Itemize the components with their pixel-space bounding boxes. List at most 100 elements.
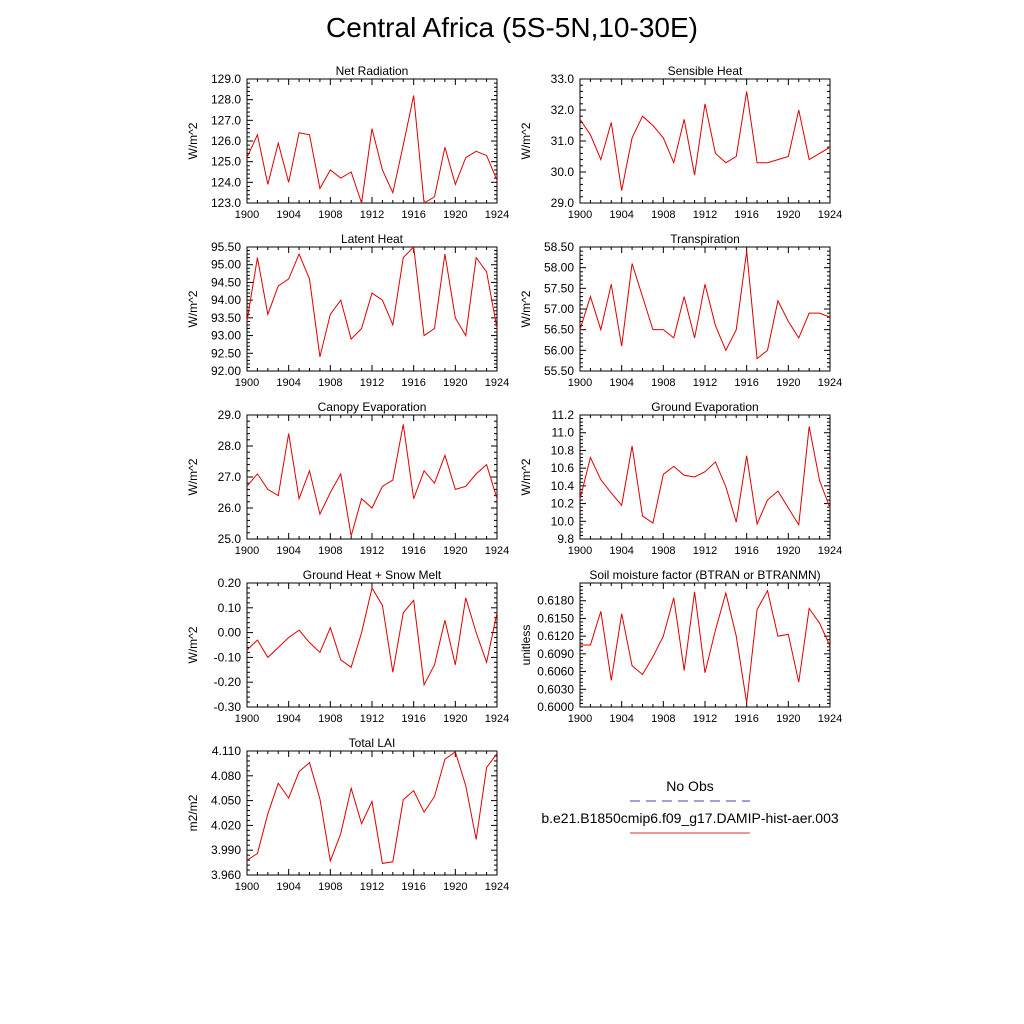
x-tick-label: 1908 (651, 209, 675, 221)
x-tick-label: 1900 (235, 209, 259, 221)
x-tick-label: 1920 (443, 209, 467, 221)
x-tick-label: 1904 (276, 377, 300, 389)
y-tick-label: 0.6150 (537, 611, 574, 625)
panel-0: Net Radiation W/m^2 1900 1904 1908 1912 1916 19… (186, 64, 509, 221)
panel-frame (246, 582, 498, 708)
x-tick-label: 1904 (609, 209, 633, 221)
x-tick-label: 1920 (443, 881, 467, 893)
legend-line-model (630, 832, 750, 834)
x-tick-label: 1916 (734, 713, 758, 725)
y-tick-label: 92.50 (211, 346, 241, 360)
x-tick-label: 1920 (776, 209, 800, 221)
x-tick-label: 1904 (609, 545, 633, 557)
x-tick-label: 1920 (443, 545, 467, 557)
series-line-0 (246, 751, 498, 865)
y-tick-label: -0.10 (214, 650, 242, 664)
y-tick-label: 129.0 (211, 72, 241, 86)
panel-1: Sensible Heat W/m^2 1900 1904 1908 1912 1916 19… (519, 64, 842, 221)
panel-ylabel: W/m^2 (519, 122, 533, 159)
y-tick-label: 128.0 (211, 93, 241, 107)
panel-frame (246, 414, 498, 540)
x-tick-label: 1900 (235, 713, 259, 725)
y-tick-label: 28.0 (218, 439, 242, 453)
y-tick-label: 11.2 (552, 408, 575, 422)
y-tick-label: 0.6030 (537, 682, 574, 696)
y-tick-label: 3.960 (211, 868, 241, 882)
panel-ylabel: W/m^2 (186, 458, 200, 495)
y-tick-label: 94.50 (211, 275, 241, 289)
y-tick-label: 31.0 (551, 134, 575, 148)
x-tick-label: 1924 (485, 713, 509, 725)
y-tick-label: 92.00 (211, 364, 241, 378)
x-tick-label: 1908 (318, 209, 342, 221)
y-tick-label: 29.0 (218, 408, 242, 422)
x-tick-label: 1912 (360, 209, 384, 221)
x-tick-label: 1912 (360, 881, 384, 893)
x-tick-label: 1904 (276, 881, 300, 893)
legend-label-obs: No Obs (666, 778, 714, 794)
x-tick-label: 1916 (734, 377, 758, 389)
x-tick-label: 1908 (651, 377, 675, 389)
panel-7: Soil moisture factor (BTRAN or BTRANMN) u… (519, 568, 842, 725)
y-tick-label: 32.0 (551, 103, 575, 117)
x-tick-label: 1908 (651, 713, 675, 725)
y-tick-label: 11.0 (552, 426, 575, 440)
y-tick-label: 56.50 (544, 323, 574, 337)
x-tick-label: 1916 (401, 881, 425, 893)
y-tick-label: 25.0 (218, 532, 242, 546)
panel-2: Latent Heat W/m^2 1900 1904 1908 1912 1916 1920… (186, 232, 509, 389)
series-line-0 (579, 251, 831, 360)
panel-title: Sensible Heat (668, 64, 743, 78)
x-tick-label: 1912 (360, 545, 384, 557)
x-tick-label: 1912 (693, 545, 717, 557)
legend-line-obs (630, 800, 750, 802)
x-tick-label: 1924 (818, 209, 842, 221)
x-tick-label: 1912 (360, 377, 384, 389)
panel-title: Ground Evaporation (651, 400, 758, 414)
panel-title: Canopy Evaporation (318, 400, 427, 414)
x-tick-label: 1904 (609, 713, 633, 725)
y-tick-label: 94.00 (211, 293, 241, 307)
x-tick-label: 1908 (318, 713, 342, 725)
y-tick-label: 0.6180 (537, 594, 574, 608)
y-tick-label: 58.00 (544, 261, 574, 275)
x-tick-label: 1900 (235, 545, 259, 557)
x-tick-label: 1916 (401, 713, 425, 725)
y-tick-label: 29.0 (551, 196, 575, 210)
series-line-0 (246, 245, 498, 357)
x-tick-label: 1924 (818, 713, 842, 725)
y-tick-label: 0.00 (218, 626, 242, 640)
x-tick-label: 1908 (651, 545, 675, 557)
x-tick-label: 1920 (776, 713, 800, 725)
y-tick-label: 27.0 (218, 470, 242, 484)
panel-title: Soil moisture factor (BTRAN or BTRANMN) (589, 568, 820, 582)
series-line-0 (579, 91, 831, 191)
x-tick-label: 1924 (485, 881, 509, 893)
panel-title: Net Radiation (336, 64, 409, 78)
panel-4: Canopy Evaporation W/m^2 1900 1904 1908 1912 1… (186, 400, 509, 557)
panel-ylabel: W/m^2 (186, 122, 200, 159)
panel-ylabel: W/m^2 (186, 290, 200, 327)
y-tick-label: 0.6090 (537, 647, 574, 661)
x-tick-label: 1920 (443, 713, 467, 725)
panel-3: Transpiration W/m^2 1900 1904 1908 1912 1916 19… (519, 232, 842, 389)
x-tick-label: 1912 (360, 713, 384, 725)
y-tick-label: 0.6120 (537, 629, 574, 643)
y-tick-label: 4.080 (211, 769, 241, 783)
x-tick-label: 1916 (401, 545, 425, 557)
x-tick-label: 1924 (818, 377, 842, 389)
series-line-0 (246, 586, 498, 687)
y-tick-label: 56.00 (544, 343, 574, 357)
y-tick-label: 123.0 (211, 196, 241, 210)
y-tick-label: -0.30 (214, 700, 242, 714)
y-tick-label: 125.0 (211, 155, 241, 169)
x-tick-label: 1920 (776, 545, 800, 557)
y-tick-label: 0.6000 (537, 700, 574, 714)
x-tick-label: 1900 (568, 545, 592, 557)
y-tick-label: 10.2 (551, 497, 575, 511)
y-tick-label: -0.20 (214, 675, 242, 689)
y-tick-label: 58.50 (544, 240, 574, 254)
y-tick-label: 57.50 (544, 281, 574, 295)
panel-ylabel: W/m^2 (519, 290, 533, 327)
